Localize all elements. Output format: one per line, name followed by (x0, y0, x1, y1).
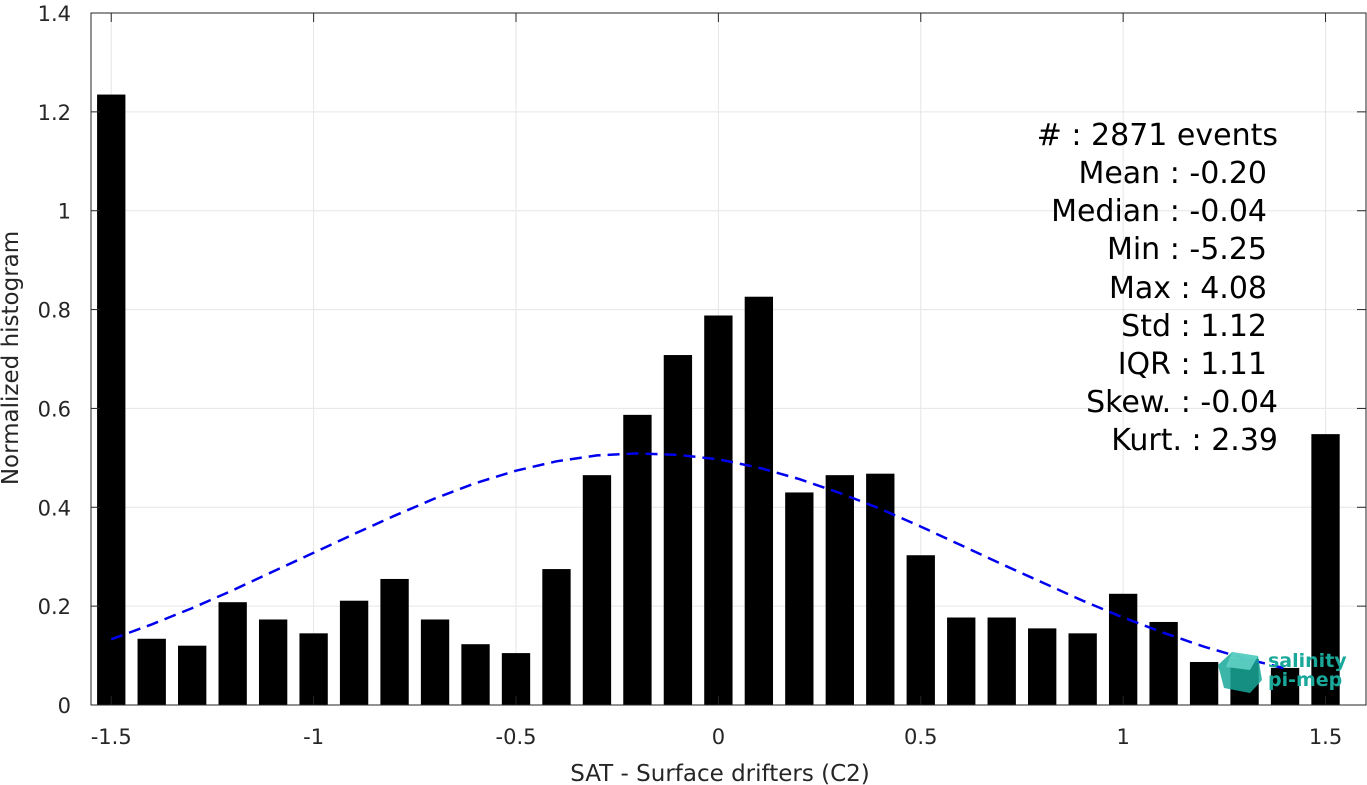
histogram-bar (1108, 593, 1138, 705)
histogram-bar (825, 475, 854, 705)
y-axis-label: Normalized histogram (0, 231, 24, 485)
histogram-bar (785, 492, 814, 705)
histogram-bar (137, 638, 166, 705)
x-tick-label: 0 (712, 725, 725, 749)
histogram-bar (1270, 667, 1300, 705)
logo-text-salinity: salinity (1268, 650, 1347, 672)
x-tick-label: -0.5 (496, 725, 537, 749)
histogram-bar (420, 619, 450, 705)
statistics-box: # : 2871 events Mean : -0.20 Median : -0… (1037, 118, 1278, 458)
histogram-bar (1189, 661, 1219, 705)
x-tick-label: -1.5 (91, 725, 132, 749)
stat-mean: Mean : -0.20 (1078, 156, 1267, 191)
histogram-bar (704, 315, 733, 705)
histogram-bar (178, 645, 207, 705)
histogram-bar (1028, 628, 1057, 705)
histogram-bar (542, 569, 571, 705)
x-tick-labels: -1.5 -1 -0.5 0 0.5 1 1.5 (91, 725, 1342, 749)
histogram-bar (947, 617, 976, 705)
histogram-bar (461, 644, 490, 705)
stat-min: Min : -5.25 (1107, 232, 1267, 267)
y-tick-label: 0 (58, 694, 71, 718)
stat-max: Max : 4.08 (1109, 271, 1267, 306)
stat-std: Std : 1.12 (1121, 309, 1267, 344)
stat-kurtosis: Kurt. : 2.39 (1111, 423, 1278, 458)
histogram-bar (258, 619, 288, 705)
histogram-bar (744, 296, 774, 705)
histogram-bar (1149, 621, 1178, 705)
x-axis-label: SAT - Surface drifters (C2) (570, 761, 870, 785)
histogram-bar (1311, 434, 1340, 705)
logo-cube-top-icon (1226, 652, 1258, 670)
x-tick-label: -1 (303, 725, 324, 749)
y-tick-label: 1.4 (38, 2, 71, 26)
stat-median: Median : -0.04 (1051, 194, 1267, 229)
histogram-bar (299, 633, 328, 705)
histogram-bar (582, 475, 612, 705)
x-tick-label: 0.5 (904, 725, 937, 749)
y-tick-label: 0.8 (38, 299, 71, 323)
y-tick-label: 1 (58, 200, 71, 224)
histogram-bars (97, 94, 1340, 706)
histogram-bar (866, 473, 895, 705)
histogram-bar (380, 578, 409, 705)
histogram-bar (663, 355, 693, 705)
histogram-bar (906, 555, 935, 705)
histogram-bar (339, 600, 369, 705)
y-tick-label: 0.6 (38, 397, 71, 421)
logo-text-pimep: pi-mep (1268, 669, 1342, 691)
plot-frame (90, 12, 1367, 706)
normal-fit-curve (110, 452, 1286, 670)
stat-events: # : 2871 events (1037, 118, 1278, 153)
x-tick-label: 1 (1116, 725, 1129, 749)
histogram-bar (623, 414, 652, 705)
y-tick-label: 0.4 (38, 496, 71, 520)
y-tick-label: 1.2 (38, 101, 71, 125)
stat-iqr: IQR : 1.11 (1118, 347, 1267, 382)
histogram-bar (987, 617, 1016, 705)
y-tick-labels: 0 0.2 0.4 0.6 0.8 1 1.2 1.4 (38, 2, 71, 718)
histogram-bar (97, 94, 126, 706)
histogram-bar (218, 602, 247, 705)
salinity-pimep-logo: salinity pi-mep (1218, 650, 1347, 693)
x-tick-label: 1.5 (1309, 725, 1342, 749)
stat-skewness: Skew. : -0.04 (1086, 385, 1278, 420)
y-tick-label: 0.2 (38, 595, 71, 619)
axis-ticks (91, 12, 1366, 706)
histogram-bar (1068, 633, 1097, 705)
